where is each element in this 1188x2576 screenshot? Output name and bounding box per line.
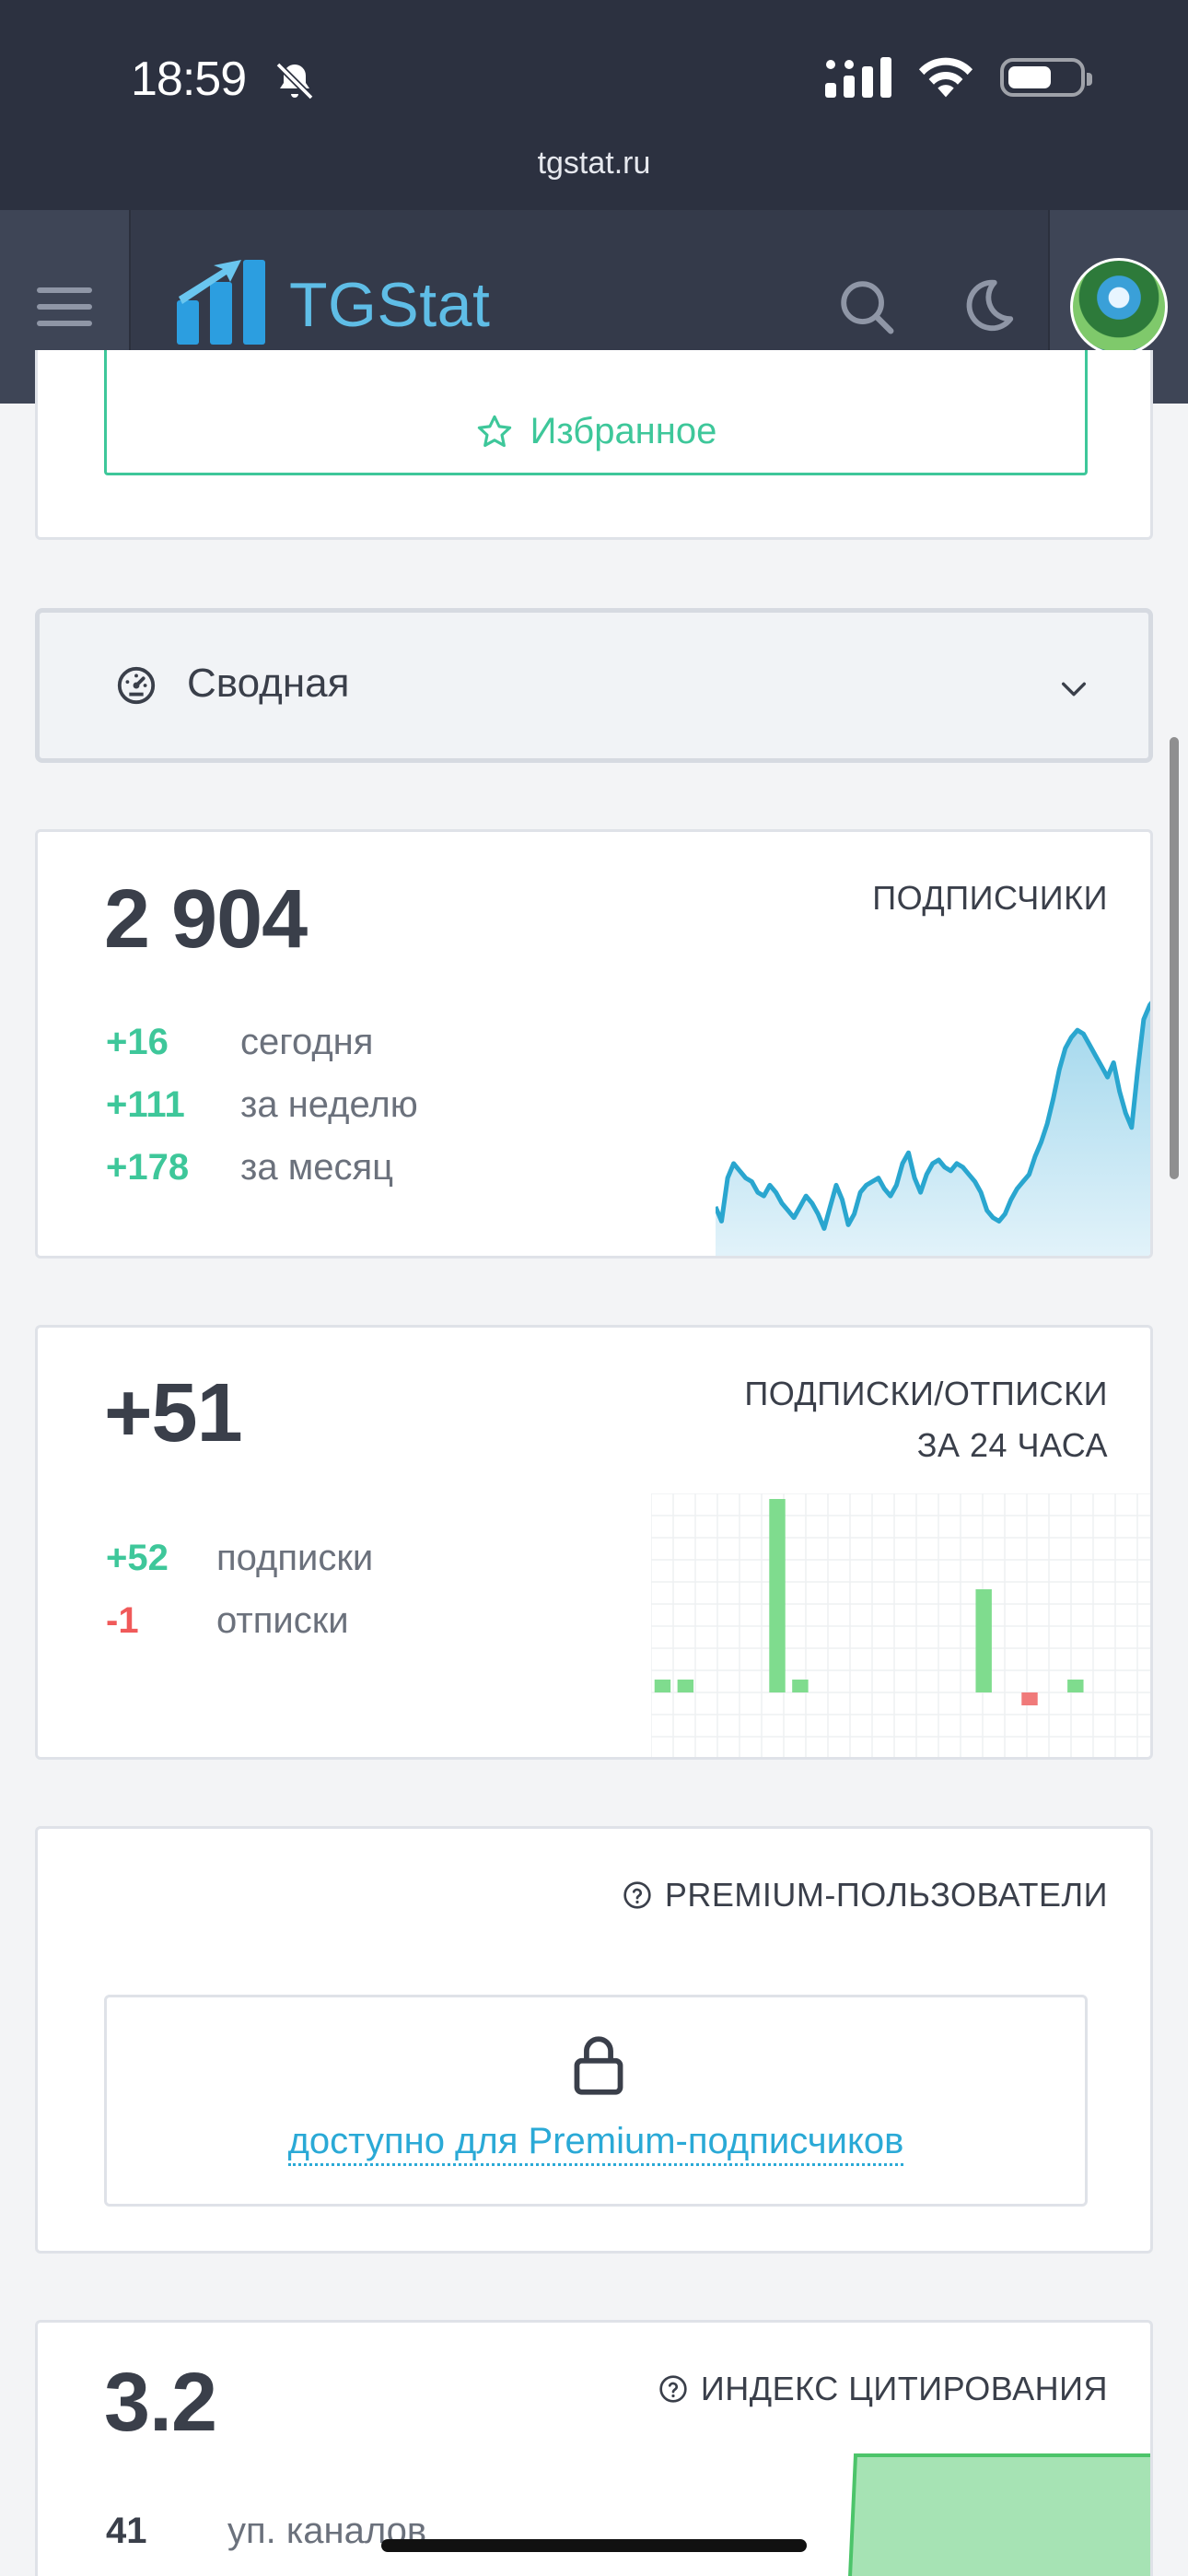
status-indicators bbox=[825, 57, 1092, 98]
chevron-down-icon bbox=[1061, 682, 1087, 697]
hamburger-icon-bar bbox=[37, 304, 92, 310]
stat-value: +178 bbox=[106, 1147, 190, 1188]
premium-caption-text: PREMIUM-ПОЛЬЗОВАТЕЛИ bbox=[664, 1876, 1108, 1914]
premium-subscribe-link[interactable]: доступно для Premium-подписчиков bbox=[107, 2121, 1085, 2166]
subs-unsubs-bar-chart bbox=[651, 1493, 1150, 1757]
wifi-icon bbox=[918, 57, 973, 98]
citation-index-chart bbox=[848, 2453, 1150, 2576]
status-time: 18:59 bbox=[131, 53, 247, 106]
stat-label: подписки bbox=[216, 1538, 374, 1578]
premium-users-card: PREMIUM-ПОЛЬЗОВАТЕЛИ доступно для Premiu… bbox=[35, 1826, 1153, 2254]
lock-icon bbox=[574, 2036, 623, 2095]
dashboard-gauge-icon bbox=[117, 666, 156, 705]
bar-subscriptions bbox=[654, 1680, 671, 1692]
citation-caption-text: ИНДЕКС ЦИТИРОВАНИЯ bbox=[700, 2370, 1108, 2407]
hamburger-icon-bar bbox=[37, 321, 92, 326]
page-scrollbar[interactable] bbox=[1170, 737, 1179, 1179]
subscribers-line bbox=[716, 1001, 1150, 1231]
subscribers-caption: ПОДПИСЧИКИ bbox=[872, 879, 1108, 917]
stat-label: за неделю bbox=[240, 1084, 418, 1125]
hamburger-icon bbox=[37, 287, 92, 293]
premium-link-text: доступно для Premium-подписчиков bbox=[287, 2121, 904, 2166]
moon-icon[interactable] bbox=[954, 275, 1019, 339]
battery-icon bbox=[1000, 58, 1092, 97]
bar-subscriptions bbox=[769, 1499, 786, 1692]
caption-line: ЗА 24 ЧАСА bbox=[916, 1426, 1108, 1464]
bell-muted-icon bbox=[275, 62, 314, 100]
channel-actions-card: Избранное bbox=[35, 350, 1153, 540]
caption-line: ПОДПИСКИ/ОТПИСКИ bbox=[744, 1375, 1108, 1412]
stat-value: 41 bbox=[106, 2511, 147, 2551]
bar-subscriptions bbox=[975, 1589, 992, 1692]
app-header: TGStat bbox=[0, 210, 1188, 404]
bar-unsubscriptions bbox=[1021, 1692, 1038, 1705]
premium-caption: PREMIUM-ПОЛЬЗОВАТЕЛИ bbox=[623, 1869, 1108, 1921]
subscribers-total: 2 904 bbox=[104, 873, 308, 966]
stat-label: сегодня bbox=[240, 1022, 374, 1062]
citation-index-card: 3.2 ИНДЕКС ЦИТИРОВАНИЯ 41 уп. каналов bbox=[35, 2320, 1153, 2576]
premium-locked-box: доступно для Premium-подписчиков bbox=[104, 1995, 1088, 2207]
subscribers-card: 2 904 ПОДПИСЧИКИ +16 сегодня +111 за нед… bbox=[35, 829, 1153, 1259]
url-bar[interactable]: tgstat.ru bbox=[537, 146, 651, 181]
bar-subscriptions bbox=[677, 1680, 694, 1692]
subs-unsubs-card: +51 ПОДПИСКИ/ОТПИСКИ ЗА 24 ЧАСА +52 подп… bbox=[35, 1325, 1153, 1760]
favorites-label: Избранное bbox=[530, 411, 717, 451]
question-circle-icon[interactable] bbox=[623, 1880, 652, 1910]
stat-value: +52 bbox=[106, 1538, 169, 1578]
question-circle-icon[interactable] bbox=[658, 2374, 688, 2404]
home-indicator[interactable] bbox=[381, 2539, 807, 2552]
section-select-label: Сводная bbox=[187, 661, 350, 706]
star-icon bbox=[477, 415, 511, 447]
logo-text[interactable]: TGStat bbox=[289, 270, 491, 340]
bar-subscriptions bbox=[792, 1680, 809, 1692]
subs-unsubs-caption: ПОДПИСКИ/ОТПИСКИ ЗА 24 ЧАСА bbox=[744, 1368, 1108, 1471]
search-icon[interactable] bbox=[834, 275, 899, 339]
stat-value: -1 bbox=[106, 1600, 139, 1641]
subscribers-area bbox=[716, 1004, 1150, 1256]
stat-label: отписки bbox=[216, 1600, 349, 1641]
stat-label: за месяц bbox=[240, 1147, 394, 1188]
bar-subscriptions bbox=[1067, 1680, 1084, 1692]
favorites-button[interactable]: Избранное bbox=[104, 350, 1088, 475]
cellular-signal-icon bbox=[825, 57, 891, 98]
section-select[interactable]: Сводная bbox=[35, 608, 1153, 763]
net-change-total: +51 bbox=[104, 1367, 243, 1459]
subscribers-sparkline-chart bbox=[716, 1001, 1150, 1256]
stat-value: +111 bbox=[106, 1084, 185, 1125]
stat-value: +16 bbox=[106, 1022, 169, 1062]
avatar bbox=[1070, 258, 1168, 356]
citation-line bbox=[848, 2453, 1150, 2576]
citation-caption: ИНДЕКС ЦИТИРОВАНИЯ bbox=[658, 2363, 1108, 2415]
status-bar: 18:59 tgstat.ru bbox=[0, 0, 1188, 210]
citation-area bbox=[850, 2455, 1150, 2576]
citation-index-value: 3.2 bbox=[104, 2357, 217, 2449]
tgstat-logo-icon[interactable] bbox=[175, 256, 267, 348]
